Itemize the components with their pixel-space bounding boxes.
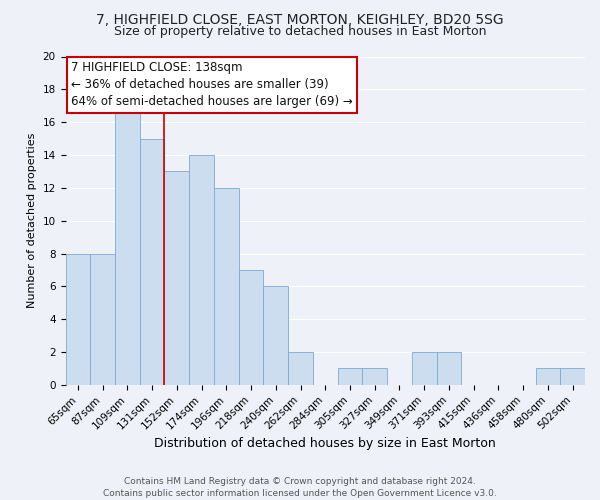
Bar <box>536 368 560 385</box>
Bar <box>189 155 214 385</box>
Bar <box>65 254 90 385</box>
Bar <box>412 352 437 385</box>
Text: 7, HIGHFIELD CLOSE, EAST MORTON, KEIGHLEY, BD20 5SG: 7, HIGHFIELD CLOSE, EAST MORTON, KEIGHLE… <box>96 12 504 26</box>
Bar <box>140 138 164 385</box>
Bar <box>560 368 585 385</box>
Bar <box>362 368 387 385</box>
Bar <box>288 352 313 385</box>
Bar <box>115 106 140 385</box>
Bar <box>90 254 115 385</box>
Text: Size of property relative to detached houses in East Morton: Size of property relative to detached ho… <box>114 25 486 38</box>
Bar <box>263 286 288 385</box>
Bar <box>214 188 239 385</box>
Bar <box>164 172 189 385</box>
X-axis label: Distribution of detached houses by size in East Morton: Distribution of detached houses by size … <box>154 437 496 450</box>
Bar <box>338 368 362 385</box>
Bar <box>437 352 461 385</box>
Bar <box>239 270 263 385</box>
Text: Contains HM Land Registry data © Crown copyright and database right 2024.
Contai: Contains HM Land Registry data © Crown c… <box>103 476 497 498</box>
Text: 7 HIGHFIELD CLOSE: 138sqm
← 36% of detached houses are smaller (39)
64% of semi-: 7 HIGHFIELD CLOSE: 138sqm ← 36% of detac… <box>71 62 352 108</box>
Y-axis label: Number of detached properties: Number of detached properties <box>27 133 37 308</box>
